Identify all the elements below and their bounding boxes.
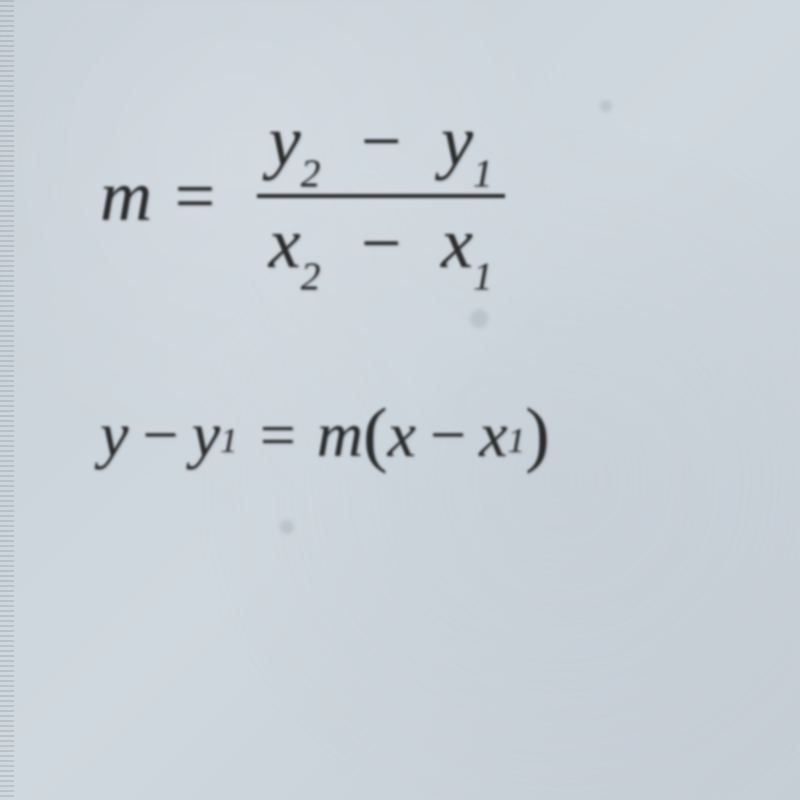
fraction-bar (257, 194, 505, 198)
equals-sign-2: = (256, 398, 299, 472)
den-minus: − (356, 203, 405, 283)
close-paren: ) (525, 391, 550, 476)
rhs-x1-var: x (479, 398, 507, 472)
point-slope-formula: y − y1 = m(x − x1) (100, 393, 720, 478)
den-x1-sub: 1 (473, 254, 493, 298)
den-x2-var: x (269, 203, 301, 283)
num-y1-sub: 1 (473, 151, 493, 195)
num-y2-var: y (269, 101, 301, 181)
lhs-y1-sub: 1 (220, 421, 238, 461)
num-y1-var: y (441, 101, 473, 181)
open-paren: ( (363, 391, 388, 476)
num-y2-sub: 2 (301, 151, 321, 195)
rhs-m: m (317, 398, 363, 472)
denominator: x2 − x1 (257, 202, 505, 292)
numerator: y2 − y1 (257, 100, 505, 190)
rhs-minus: − (426, 398, 469, 472)
den-x2-sub: 2 (301, 254, 321, 298)
lhs-minus: − (138, 398, 181, 472)
num-minus: − (356, 101, 405, 181)
lhs-y1-var: y (192, 398, 220, 472)
rhs-x: x (388, 398, 416, 472)
equals-sign: = (170, 155, 219, 238)
lhs-y: y (100, 398, 128, 472)
slope-lhs-variable: m (100, 155, 152, 238)
den-x1-var: x (441, 203, 473, 283)
slope-formula: m = y2 − y1 x2 − x1 (100, 100, 720, 293)
math-content: m = y2 − y1 x2 − x1 y − y1 = m(x − x1) (0, 0, 800, 578)
rhs-x1-sub: 1 (508, 421, 526, 461)
slope-fraction: y2 − y1 x2 − x1 (257, 100, 505, 293)
